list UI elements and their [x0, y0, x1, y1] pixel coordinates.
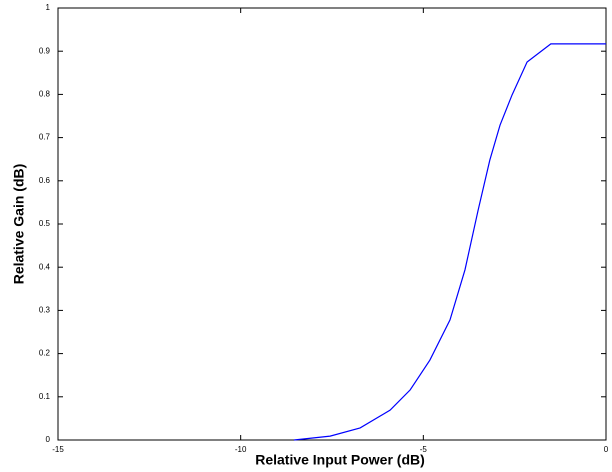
y-tick-label: 0.5	[39, 219, 51, 228]
y-tick-label: 0.3	[39, 306, 51, 315]
plot-frame	[57, 7, 607, 441]
y-tick-label: 0.6	[39, 176, 51, 185]
y-tick-label: 0.8	[39, 90, 51, 99]
line-series	[293, 43, 606, 441]
y-tick-label: 1	[46, 3, 51, 12]
y-tick-label: 0.1	[39, 392, 51, 401]
y-tick-label: 0.2	[39, 349, 51, 358]
x-tick-label: -10	[235, 445, 247, 454]
y-tick-label: 0.4	[39, 262, 51, 271]
y-tick-label: 0.7	[39, 133, 51, 142]
y-axis-label: Relative Gain (dB)	[11, 164, 27, 285]
x-axis-label: Relative Input Power (dB)	[255, 452, 425, 468]
x-tick-label: -15	[52, 445, 64, 454]
x-tick-label: -5	[420, 445, 428, 454]
x-tick-label: 0	[604, 445, 609, 454]
y-tick-label: 0	[46, 435, 51, 444]
y-tick-label: 0.9	[39, 46, 51, 55]
